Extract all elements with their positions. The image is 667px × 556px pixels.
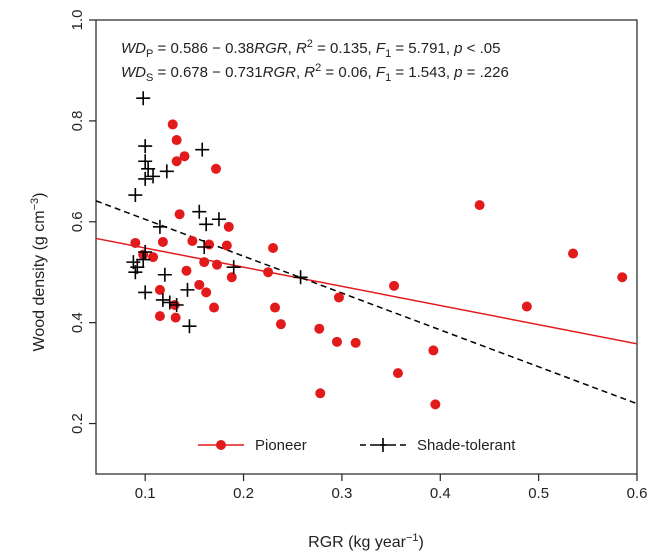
- point-pioneer: [154, 284, 165, 295]
- point-shade-tolerant: [138, 245, 153, 260]
- point-pioneer: [179, 151, 190, 162]
- x-tick-label: 0.2: [233, 485, 254, 502]
- point-pioneer: [130, 237, 141, 248]
- point-pioneer: [211, 163, 222, 174]
- plot-frame: [95, 19, 638, 475]
- point-pioneer: [430, 399, 441, 410]
- y-tick-label: 1.0: [69, 10, 86, 31]
- point-pioneer: [167, 119, 178, 130]
- x-tick-label: 0.1: [135, 485, 156, 502]
- point-pioneer: [331, 336, 342, 347]
- point-pioneer: [221, 240, 232, 251]
- point-pioneer: [428, 345, 439, 356]
- point-pioneer: [474, 200, 485, 211]
- point-pioneer: [174, 209, 185, 220]
- point-shade-tolerant: [136, 91, 151, 106]
- point-shade-tolerant: [152, 219, 167, 234]
- point-shade-tolerant: [128, 265, 143, 280]
- point-shade-tolerant: [180, 282, 195, 297]
- fit-lines: [95, 200, 638, 405]
- point-pioneer: [521, 301, 532, 312]
- point-pioneer: [392, 368, 403, 379]
- point-pioneer: [171, 135, 182, 146]
- point-shade-tolerant: [182, 319, 197, 334]
- point-pioneer: [389, 280, 400, 291]
- x-tick-label: 0.6: [627, 485, 648, 502]
- point-shade-tolerant: [226, 260, 241, 275]
- point-pioneer: [268, 243, 279, 254]
- point-pioneer: [204, 239, 215, 250]
- point-pioneer: [187, 235, 198, 246]
- point-pioneer: [275, 319, 286, 330]
- point-pioneer: [201, 287, 212, 298]
- point-pioneer: [617, 272, 628, 283]
- y-tick-label: 0.6: [69, 211, 86, 232]
- x-tick-label: 0.4: [430, 485, 451, 502]
- point-pioneer: [157, 236, 168, 247]
- point-shade-tolerant: [138, 285, 153, 300]
- point-shade-tolerant: [126, 255, 141, 270]
- y-tick-label: 0.8: [69, 110, 86, 131]
- point-shade-tolerant: [128, 188, 143, 203]
- point-pioneer: [181, 265, 192, 276]
- point-pioneer: [314, 323, 325, 334]
- x-axis: 0.1 0.2 0.3 0.4 0.5 0.6: [135, 474, 648, 502]
- point-shade-tolerant: [293, 270, 308, 285]
- legend: Pioneer Shade-tolerant: [198, 437, 516, 454]
- point-shade-tolerant: [211, 212, 226, 227]
- point-shade-tolerant: [136, 252, 151, 267]
- point-pioneer: [350, 337, 361, 348]
- equation-pioneer: WDP = 0.586 − 0.38RGR, R2 = 0.135, F1 = …: [121, 38, 500, 60]
- legend-label-shade-tolerant: Shade-tolerant: [417, 437, 516, 454]
- point-pioneer: [315, 388, 326, 399]
- point-pioneer: [170, 312, 181, 323]
- point-pioneer: [333, 292, 344, 303]
- fit-line-pioneer: [95, 237, 638, 345]
- fit-line-shade-tolerant: [95, 200, 638, 405]
- y-tick-label: 0.2: [69, 413, 86, 434]
- point-shade-tolerant: [169, 298, 184, 313]
- point-shade-tolerant: [192, 204, 207, 219]
- y-tick-label: 0.4: [69, 312, 86, 333]
- point-pioneer: [194, 279, 205, 290]
- point-shade-tolerant: [195, 142, 210, 157]
- point-shade-tolerant: [159, 164, 174, 179]
- legend-label-pioneer: Pioneer: [255, 437, 307, 454]
- point-shade-tolerant: [155, 292, 170, 307]
- point-pioneer: [148, 252, 159, 263]
- y-axis-label: Wood density (g cm−3): [29, 193, 48, 352]
- point-pioneer: [568, 248, 579, 259]
- point-shade-tolerant: [138, 154, 153, 169]
- point-shade-tolerant: [199, 217, 214, 232]
- point-shade-tolerant: [138, 139, 153, 154]
- x-axis-label: RGR (kg year−1): [308, 532, 424, 551]
- equation-shade-tolerant: WDS = 0.678 − 0.731RGR, R2 = 0.06, F1 = …: [121, 62, 509, 84]
- y-axis: 0.2 0.4 0.6 0.8 1.0: [69, 10, 96, 434]
- legend-marker-shade-tolerant: [376, 438, 390, 452]
- data-points: [126, 91, 628, 410]
- x-tick-label: 0.3: [331, 485, 352, 502]
- legend-marker-pioneer: [216, 440, 226, 450]
- point-shade-tolerant: [157, 267, 172, 282]
- point-pioneer: [263, 267, 274, 278]
- point-pioneer: [270, 302, 281, 313]
- plot-area-border: [95, 19, 638, 475]
- point-pioneer: [226, 272, 237, 283]
- point-shade-tolerant: [146, 169, 161, 184]
- x-tick-label: 0.5: [528, 485, 549, 502]
- point-pioneer: [154, 311, 165, 322]
- point-pioneer: [223, 221, 234, 232]
- point-pioneer: [171, 156, 182, 167]
- point-shade-tolerant: [162, 295, 177, 310]
- point-pioneer: [211, 259, 222, 270]
- point-pioneer: [209, 302, 220, 313]
- point-shade-tolerant: [197, 240, 212, 254]
- point-pioneer: [199, 257, 210, 268]
- point-shade-tolerant: [141, 161, 156, 176]
- point-shade-tolerant: [138, 171, 153, 186]
